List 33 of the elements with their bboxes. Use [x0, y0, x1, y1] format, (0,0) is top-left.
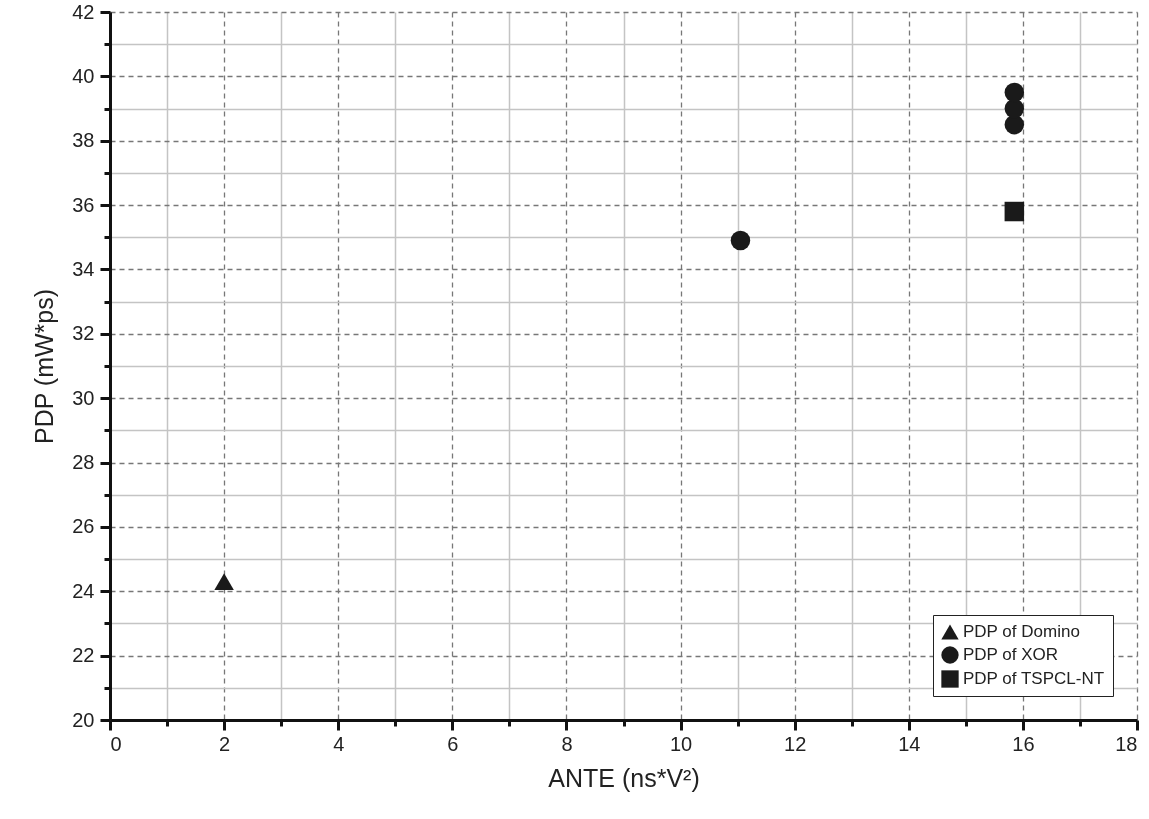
x-tick-label: 4: [333, 732, 345, 755]
y-tick-label: 38: [72, 129, 95, 152]
x-tick-label: 0: [110, 732, 122, 755]
y-tick-label: 20: [72, 708, 95, 731]
point: [1004, 201, 1025, 222]
y-tick-label: 40: [72, 64, 95, 87]
point: [214, 573, 234, 591]
x-tick-label: 14: [898, 732, 921, 755]
x-tick-label: 2: [219, 732, 231, 755]
x-tick-label: 8: [561, 732, 573, 755]
point: [1004, 114, 1025, 135]
y-tick-label: 22: [72, 644, 95, 667]
y-tick-label: 24: [72, 579, 95, 602]
y-tick-label: 42: [72, 0, 95, 23]
x-tick-label: 12: [784, 732, 807, 755]
y-tick-label: 36: [72, 193, 95, 216]
x-tick-label: 6: [447, 732, 459, 755]
legend-label: PDP of Domino: [963, 622, 1080, 641]
x-axis-title: ANTE (ns*V²): [548, 763, 700, 792]
y-tick-label: 26: [72, 515, 95, 538]
y-axis-title: PDP (mW*ps): [30, 288, 59, 445]
legend-label: PDP of XOR: [963, 645, 1059, 664]
x-tick-label: 10: [669, 732, 693, 755]
point: [1004, 98, 1025, 119]
y-tick-label: 32: [72, 322, 95, 345]
y-tick-label: 28: [72, 451, 95, 474]
x-tick-label: 16: [1012, 732, 1035, 755]
x-tick-label: 18: [1115, 732, 1138, 755]
point: [730, 230, 751, 251]
point: [1004, 82, 1025, 103]
y-tick-label: 34: [72, 257, 95, 280]
legend-label: PDP of TSPCL-NT: [963, 669, 1105, 688]
y-tick-label: 30: [72, 386, 95, 409]
